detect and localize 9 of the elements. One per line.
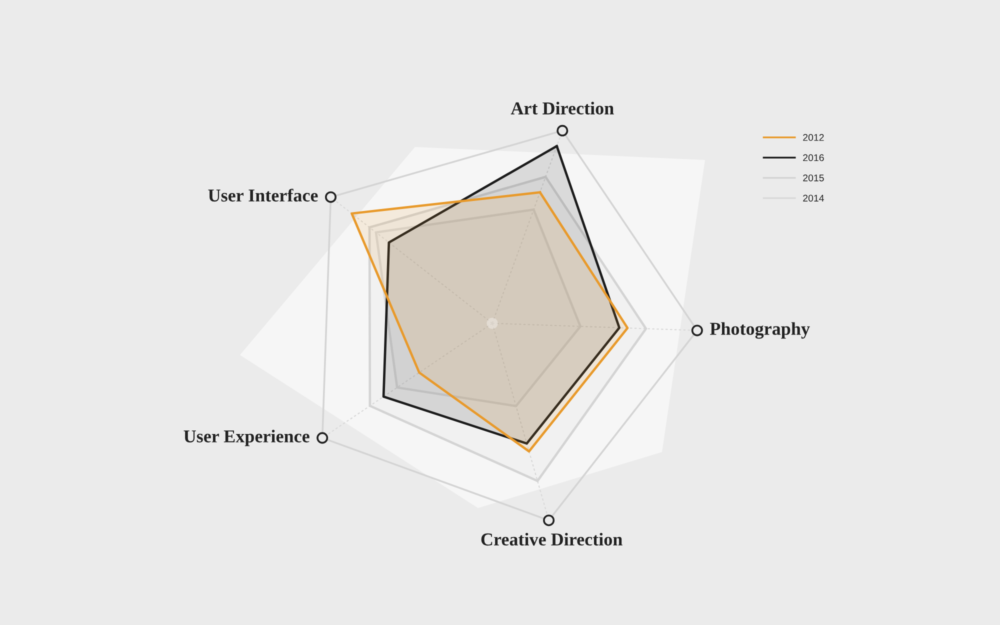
spoke-label: Photography — [710, 322, 810, 339]
spoke-label: User Experience — [184, 430, 310, 446]
legend-label: 2014 — [803, 194, 824, 202]
spoke-label: User Interface — [208, 188, 318, 202]
spoke-label: Creative Direction — [481, 532, 622, 546]
legend-label: 2012 — [803, 134, 824, 141]
spoke-label: Art Direction — [510, 102, 614, 114]
legend-label: 2015 — [803, 174, 824, 182]
legend-label: 2016 — [803, 154, 824, 162]
